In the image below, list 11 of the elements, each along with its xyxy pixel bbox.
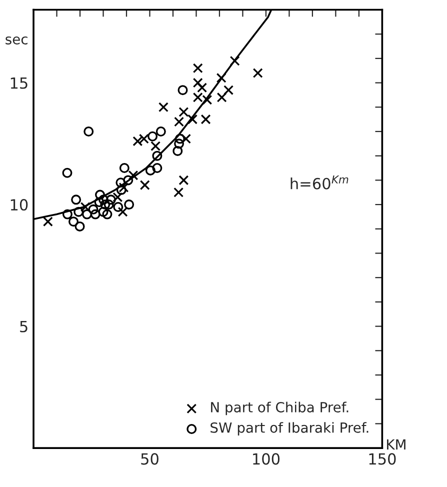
legend-label: N part of Chiba Pref. <box>211 402 348 416</box>
x-axis-title: KM <box>387 439 406 450</box>
x-tick-label: 150 <box>369 453 396 465</box>
annotation: h=60$^{Km}$ <box>290 176 348 190</box>
y-tick-label: 5 <box>20 320 28 332</box>
x-tick-label: 100 <box>253 453 280 465</box>
y-tick-label: 10 <box>10 199 28 211</box>
y-axis-title: sec <box>6 36 28 44</box>
legend-label: SW part of Ibaraki Pref. <box>210 422 368 436</box>
y-tick-label: 15 <box>10 77 28 89</box>
x-tick-label: 50 <box>141 453 158 465</box>
